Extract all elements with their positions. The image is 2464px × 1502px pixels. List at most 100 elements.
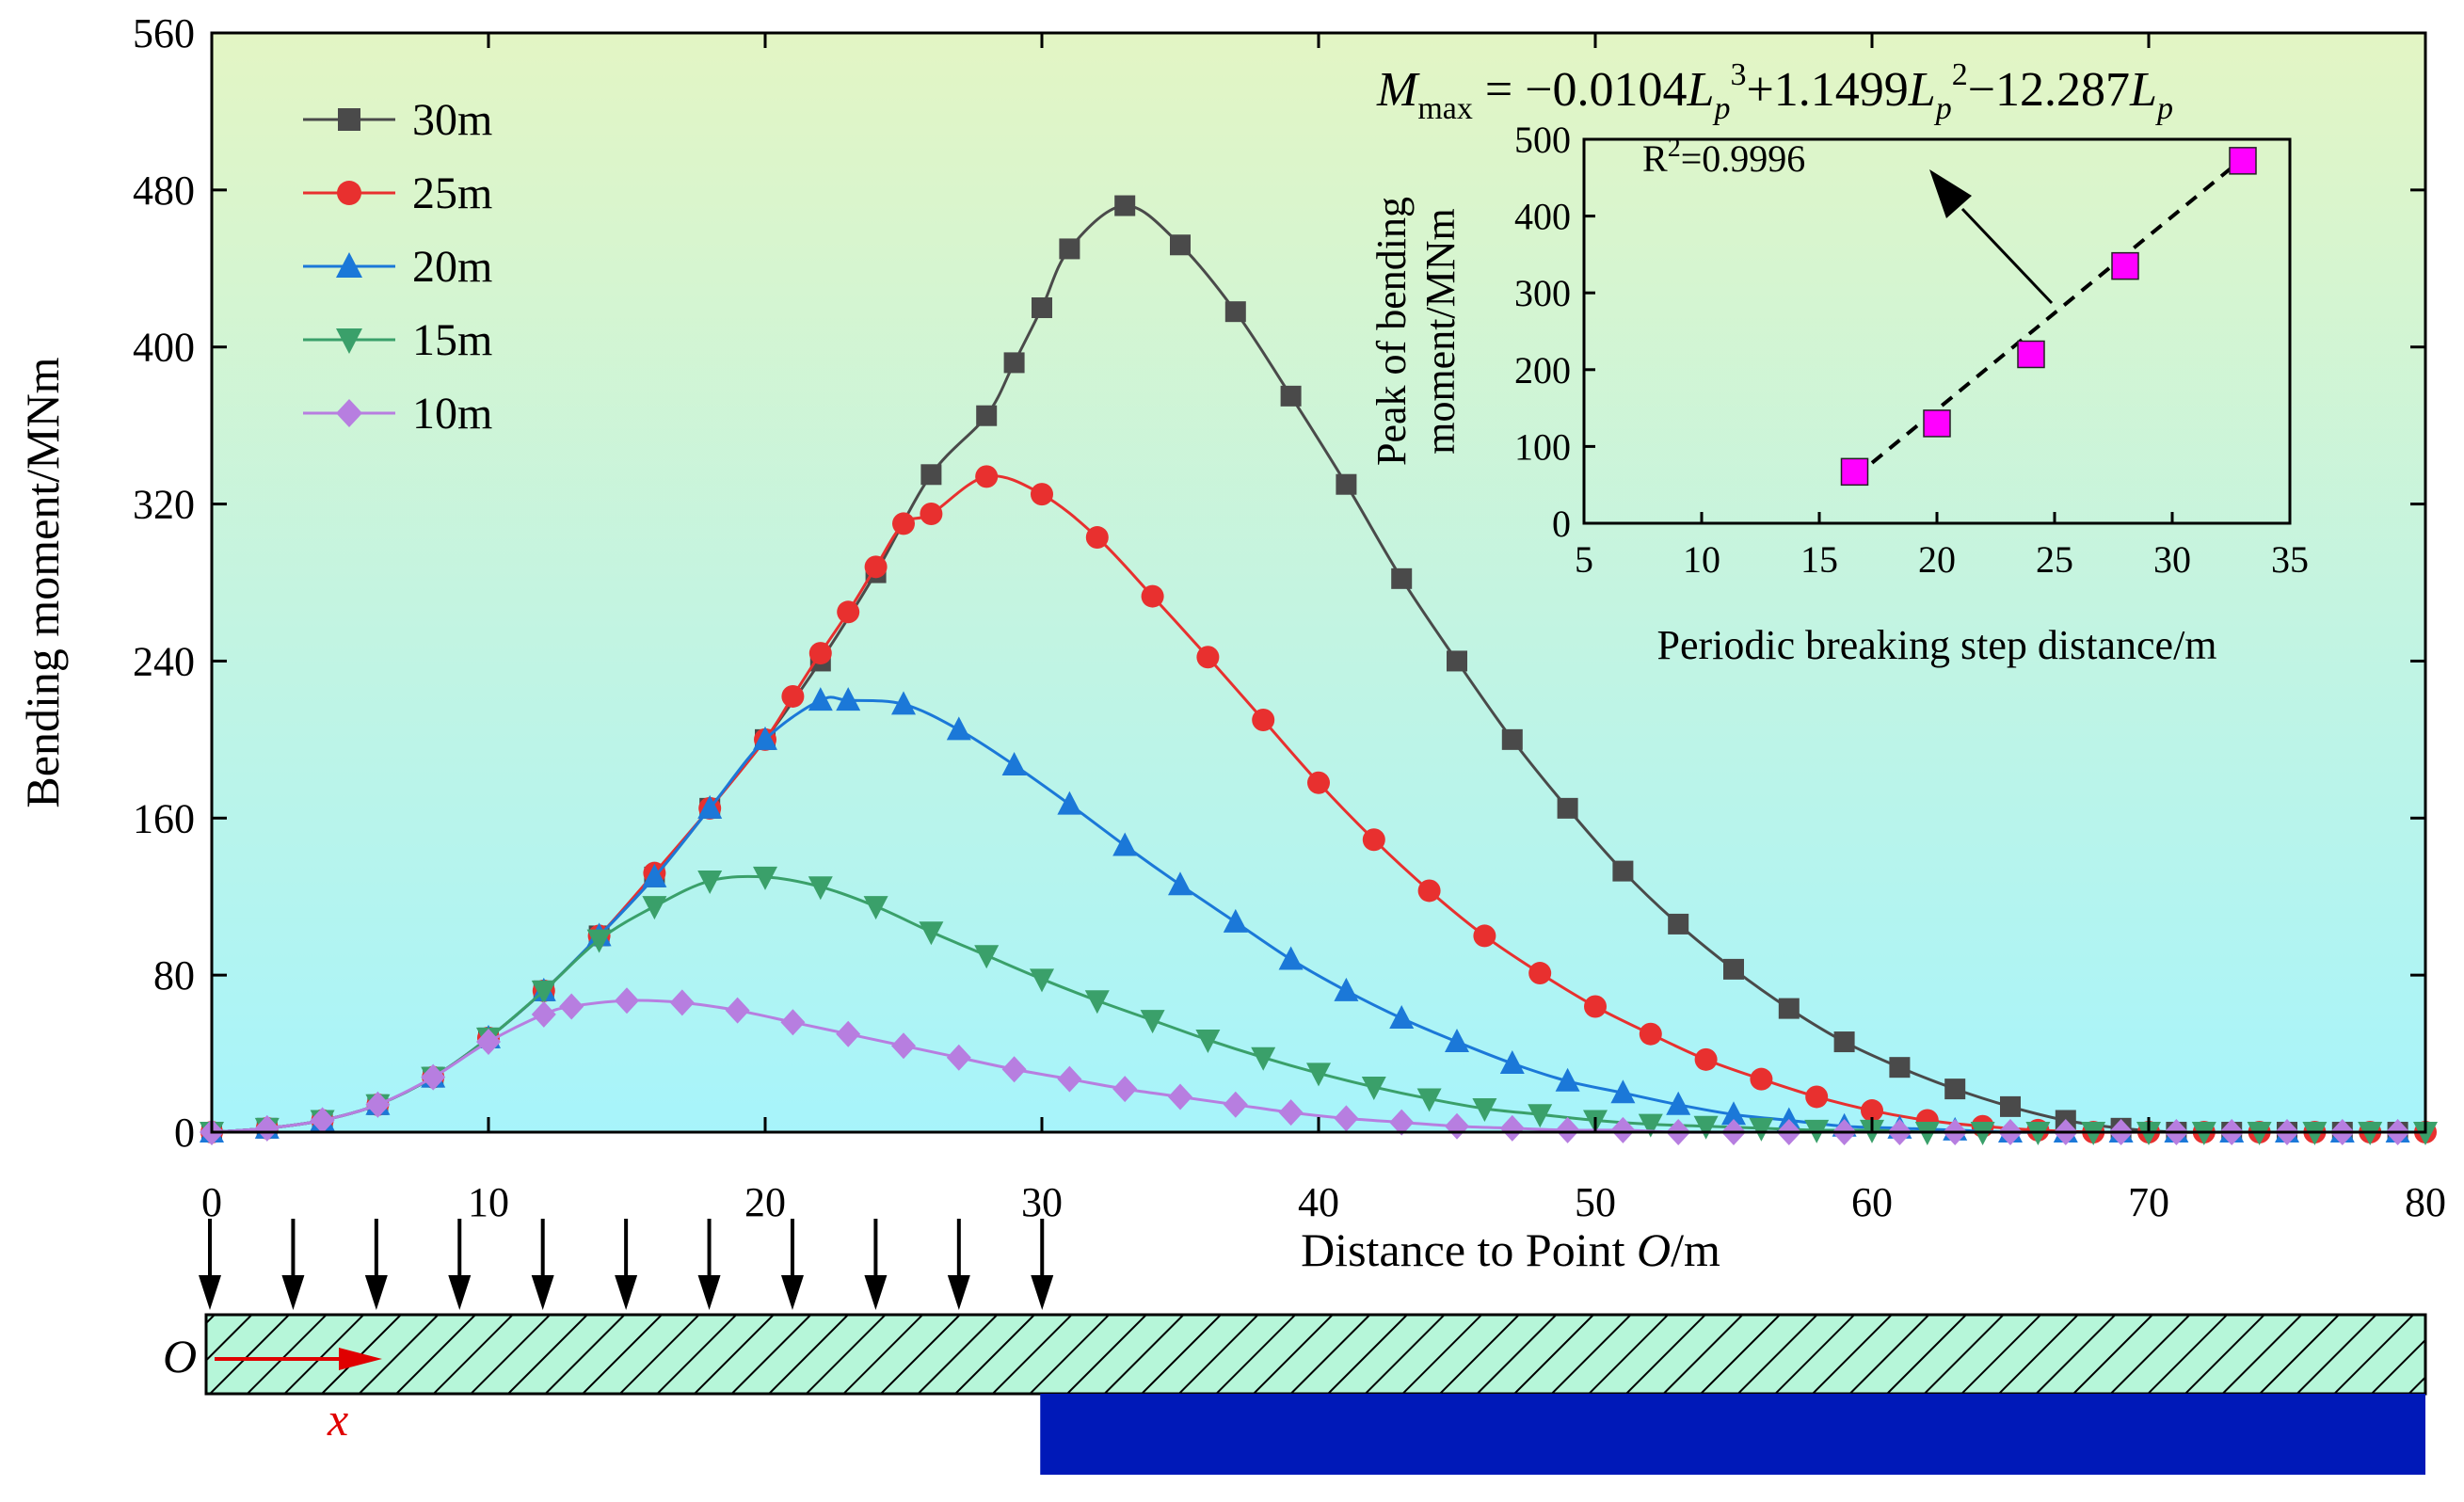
- y-tick-label: 320: [133, 482, 195, 528]
- data-point-15m: [1030, 968, 1054, 993]
- data-point-20m: [891, 691, 916, 715]
- data-point-25m: [892, 512, 915, 535]
- x-tick-label: 0: [201, 1179, 222, 1225]
- inset-x-axis-title: Periodic breaking step distance/m: [1656, 622, 2216, 668]
- inset-x-tick-label: 10: [1683, 538, 1720, 581]
- x-tick-label: 20: [744, 1179, 786, 1225]
- data-point-20m: [1057, 791, 1082, 815]
- data-point-10m: [836, 1020, 861, 1047]
- inset-x-tick-label: 25: [2036, 538, 2073, 581]
- load-arrow-head: [697, 1275, 721, 1310]
- inset-y-tick-label: 500: [1514, 119, 1571, 161]
- x-tick-label: 50: [1575, 1179, 1616, 1225]
- data-point-10m: [1112, 1076, 1138, 1103]
- data-point-30m: [1003, 352, 1025, 374]
- load-arrow-head: [615, 1275, 638, 1310]
- data-point-15m: [531, 980, 556, 1004]
- data-point-30m: [1501, 728, 1523, 750]
- legend-label: 30m: [412, 95, 492, 145]
- data-point-10m: [559, 993, 584, 1020]
- data-point-10m: [531, 1000, 556, 1028]
- legend-marker: [336, 328, 362, 354]
- data-point-30m: [1059, 238, 1080, 260]
- data-point-20m: [1278, 946, 1304, 970]
- inset-x-tick-label: 15: [1800, 538, 1838, 581]
- data-point-10m: [365, 1091, 391, 1118]
- data-point-20m: [642, 863, 667, 887]
- main-plot-background: [212, 33, 2425, 1132]
- inset-x-tick-label: 30: [2153, 538, 2191, 581]
- inset-data-point: [1840, 457, 1869, 487]
- data-point-25m: [1861, 1099, 1883, 1123]
- data-point-15m: [808, 876, 833, 901]
- data-point-20m: [836, 687, 861, 711]
- data-point-10m: [1278, 1099, 1304, 1126]
- x-direction-label: x: [327, 1393, 348, 1446]
- inset-y-title-line: Peak of bending: [1368, 197, 1415, 466]
- data-point-10m: [1389, 1109, 1415, 1136]
- x-tick-label: 30: [1021, 1179, 1063, 1225]
- data-point-10m: [1610, 1116, 1636, 1143]
- data-point-20m: [697, 794, 723, 819]
- legend-label: 25m: [412, 168, 492, 218]
- data-point-20m: [1223, 908, 1248, 933]
- data-point-15m: [863, 896, 888, 920]
- r2-part: R: [1642, 137, 1668, 180]
- y-tick-label: 160: [133, 795, 195, 841]
- inset-data-point: [1923, 409, 1951, 438]
- data-point-15m: [1749, 1117, 1774, 1142]
- inset-fit-line: [1853, 156, 2245, 479]
- load-arrow-head: [531, 1275, 554, 1310]
- x-axis-title: Distance to Point O/m: [1301, 1223, 1720, 1276]
- r2-part: 2: [1668, 134, 1681, 163]
- load-arrow-head: [947, 1275, 970, 1310]
- data-point-30m: [1447, 650, 1467, 672]
- data-point-25m: [1085, 526, 1109, 550]
- data-point-20m: [1445, 1029, 1469, 1053]
- data-point-30m: [1114, 195, 1136, 216]
- eq-part: L: [1908, 63, 1936, 117]
- data-point-30m: [1612, 860, 1634, 882]
- load-arrow-head: [448, 1275, 472, 1310]
- x-tick-label: 70: [2128, 1179, 2169, 1225]
- eq-part: L: [1687, 63, 1715, 117]
- data-point-10m: [780, 1009, 806, 1036]
- data-point-20m: [1112, 832, 1138, 856]
- data-point-10m: [1001, 1056, 1027, 1083]
- data-point-10m: [891, 1032, 916, 1060]
- data-point-25m: [1307, 771, 1330, 794]
- y-tick-label: 400: [133, 325, 195, 371]
- eq-part: 3: [1730, 57, 1746, 92]
- data-point-15m: [1251, 1047, 1276, 1071]
- eq-part: =: [1473, 63, 1525, 117]
- x-direction-arrow-head: [339, 1348, 382, 1370]
- inset-x-tick-label: 5: [1575, 538, 1593, 581]
- data-point-25m: [1417, 879, 1441, 903]
- data-point-30m: [1336, 473, 1357, 495]
- data-point-10m: [1168, 1083, 1192, 1111]
- eq-part: max: [1417, 91, 1473, 126]
- data-point-25m: [1473, 924, 1496, 948]
- data-point-30m: [976, 405, 998, 426]
- data-point-20m: [1334, 977, 1359, 1001]
- data-point-25m: [1362, 828, 1385, 852]
- data-point-15m: [1306, 1063, 1331, 1087]
- data-point-25m: [1584, 995, 1607, 1018]
- legend-label: 15m: [412, 315, 492, 365]
- data-point-10m: [1334, 1105, 1359, 1132]
- annotation-arrow-line: [1960, 207, 2054, 305]
- y-axis-title: Bending moment/MNm: [16, 357, 69, 807]
- x-tick-label: 40: [1298, 1179, 1339, 1225]
- data-point-15m: [1140, 1010, 1165, 1034]
- data-point-10m: [615, 987, 639, 1015]
- data-point-15m: [1084, 990, 1110, 1015]
- legend-marker: [336, 252, 362, 278]
- data-point-25m: [1141, 584, 1164, 608]
- legend-label: 20m: [412, 242, 492, 292]
- load-arrow-head: [1031, 1275, 1054, 1310]
- x-tick-label: 80: [2405, 1179, 2446, 1225]
- data-point-15m: [1528, 1104, 1553, 1128]
- data-point-10m: [1499, 1114, 1525, 1142]
- r2-part: =0.9996: [1681, 137, 1806, 180]
